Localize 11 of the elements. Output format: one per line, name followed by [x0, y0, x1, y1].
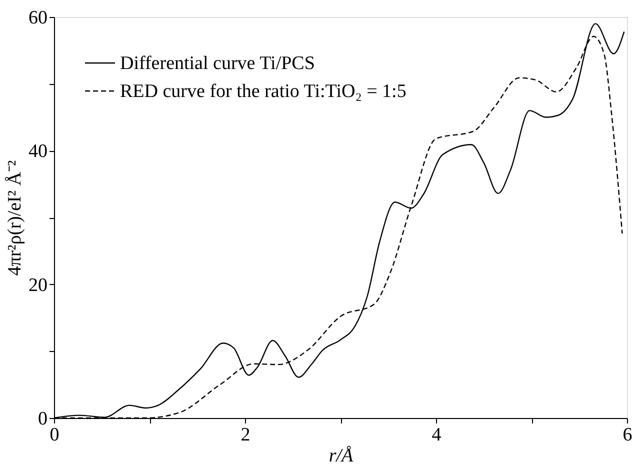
x-tick-label: 2: [240, 424, 250, 446]
y-tick-label: 0: [38, 408, 48, 430]
y-tick-label: 60: [28, 8, 48, 28]
y-tick-label: 40: [28, 141, 48, 162]
x-tick-label: 4: [432, 424, 442, 446]
legend-label: Differential curve Ti/PCS: [120, 53, 315, 74]
legend-label: RED curve for the ratio Ti:TiO₂ = 1:5: [120, 81, 406, 102]
x-tick-label: 6: [622, 424, 632, 446]
y-tick-label: 20: [28, 274, 48, 296]
x-axis-title: r/Å: [328, 446, 354, 466]
y-axis-title: 4πr²ρ(r)/eI² Å⁻²: [4, 160, 26, 276]
